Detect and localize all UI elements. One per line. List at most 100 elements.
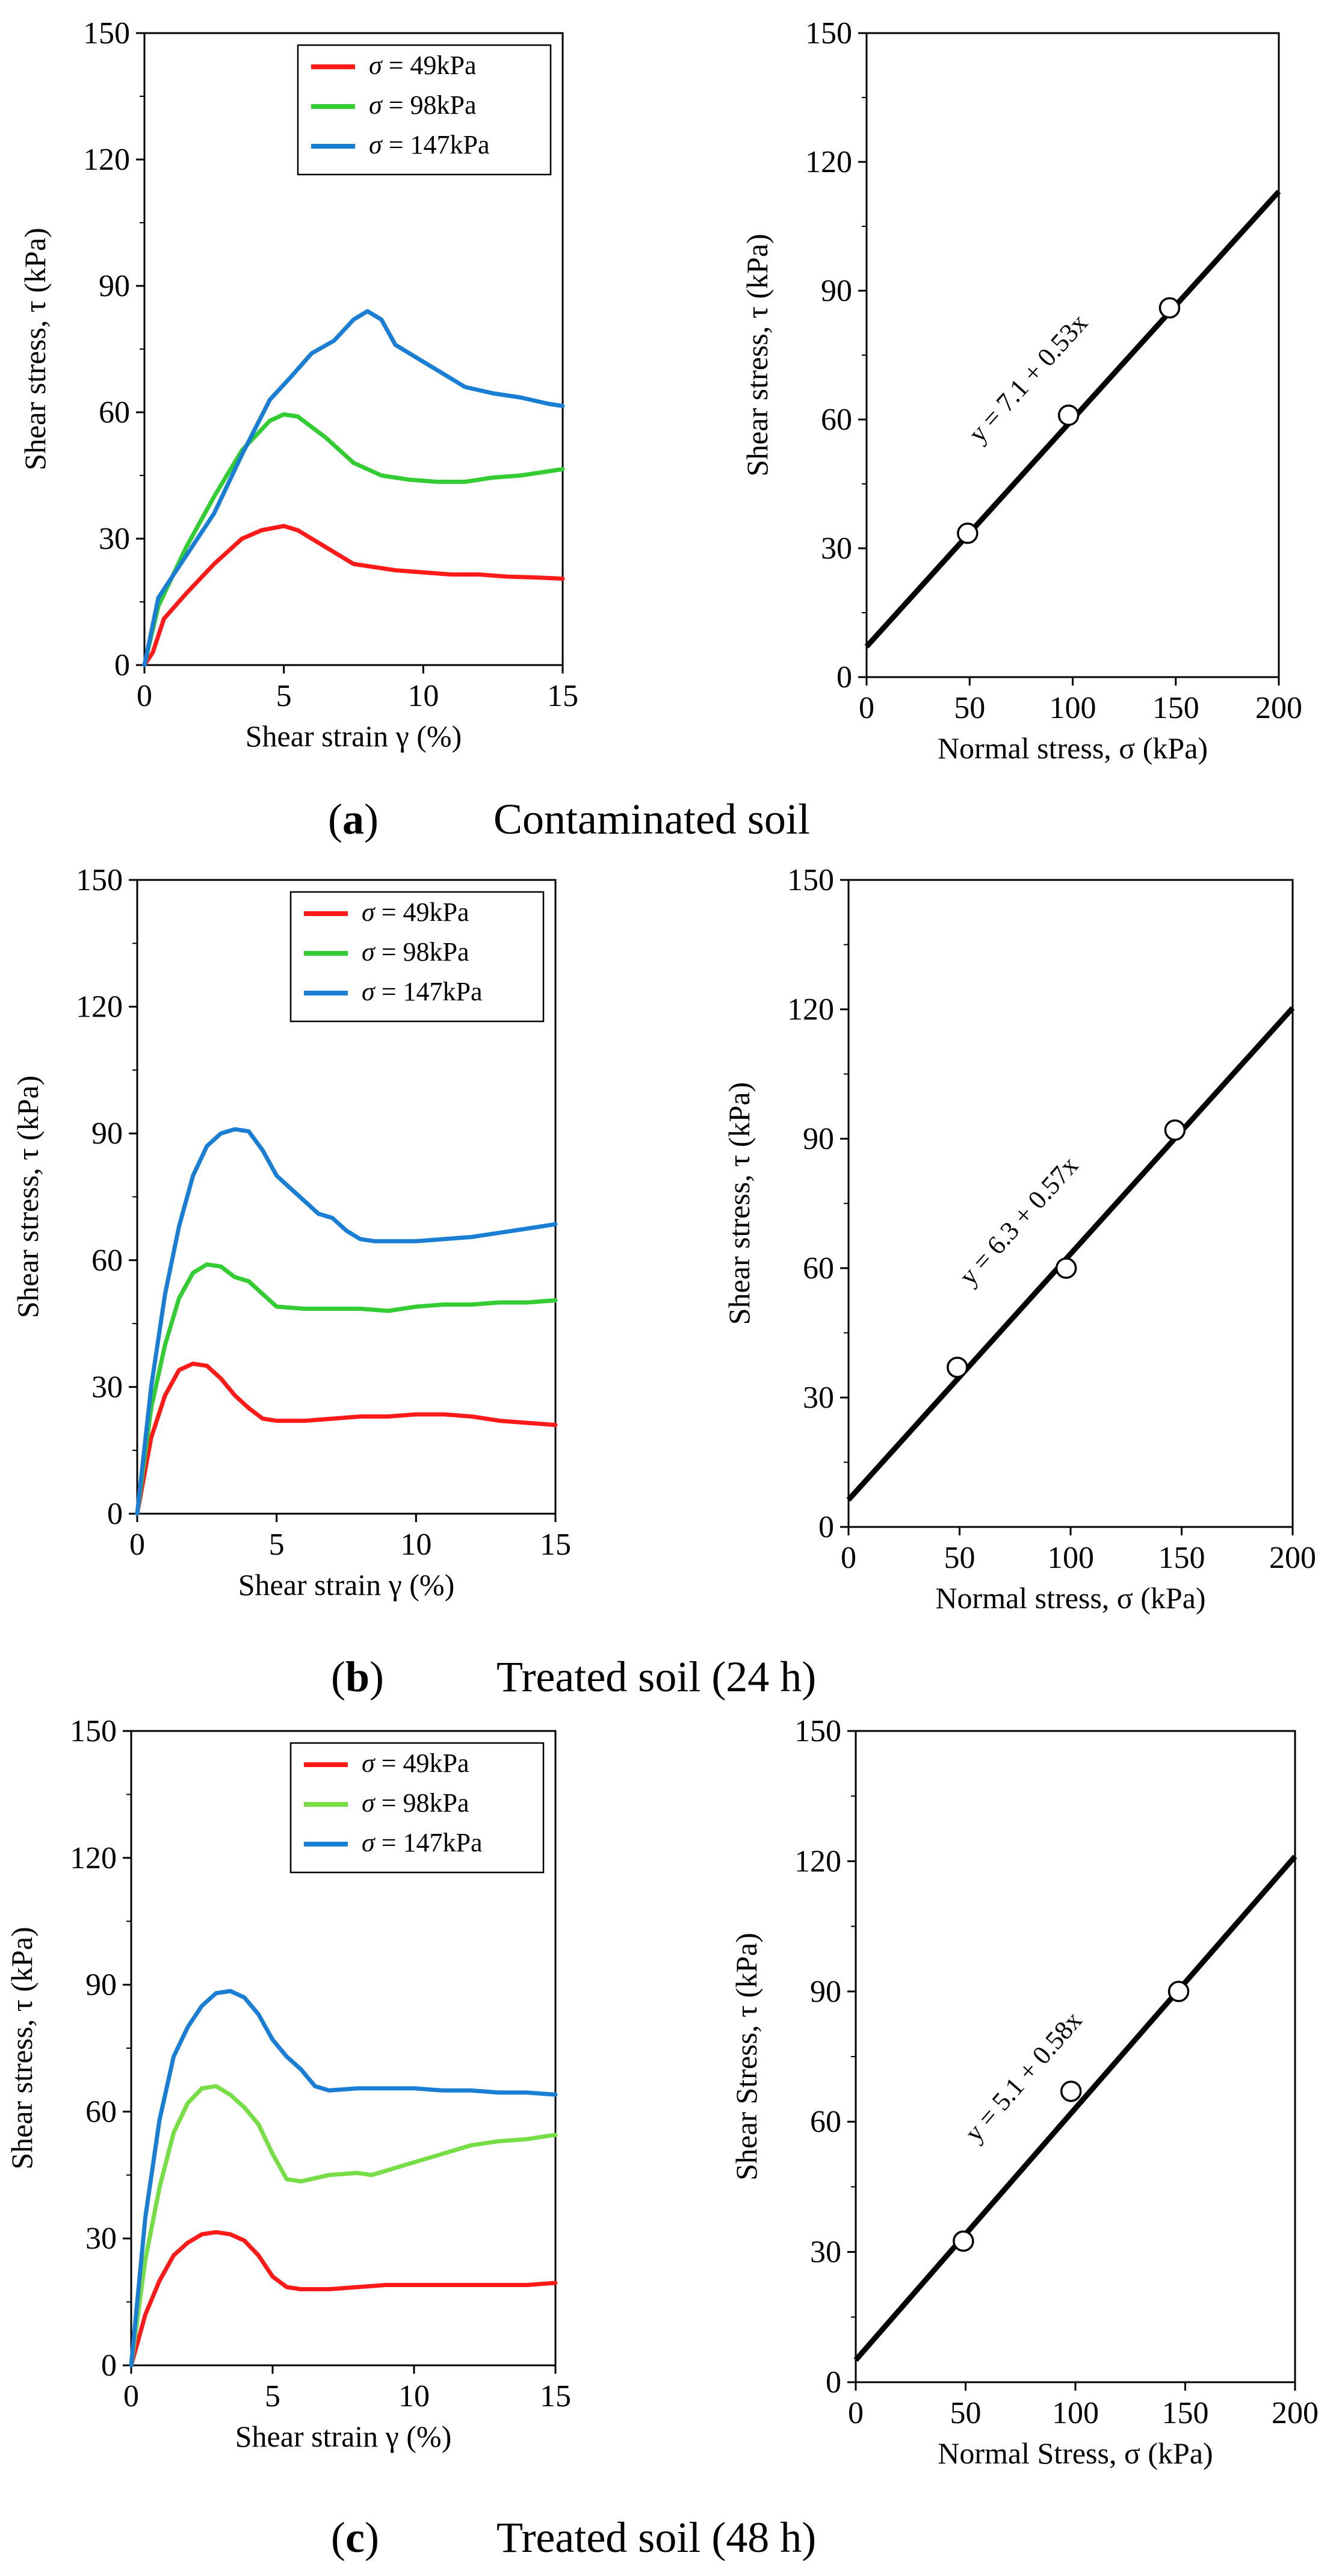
fit-line	[846, 1006, 1295, 1502]
data-point-2	[1158, 297, 1181, 319]
legend-label-0: σ = 49kPa	[362, 897, 469, 927]
legend-label-1: σ = 98kPa	[362, 1788, 469, 1818]
y-tick-label: 90	[91, 1116, 123, 1151]
legend-value: = 147kPa	[375, 1828, 483, 1857]
legend-sigma: σ	[362, 977, 376, 1006]
legend-label-2: σ = 147kPa	[369, 130, 490, 159]
y-axis-title: Shear stress, τ (kPa)	[740, 234, 774, 476]
series-line-2	[129, 1989, 558, 2368]
series-line-1	[129, 2084, 558, 2368]
legend-value: = 98kPa	[375, 1788, 469, 1818]
series-line-1	[135, 1262, 558, 1516]
chart-a-left: 0 30 60 90 120 150 0 5 10 15 Shear strain γ (%) She…	[18, 16, 578, 753]
x-tick-label: 0	[841, 1541, 856, 1575]
caption-a-letter: a	[342, 795, 364, 843]
y-axis-title: Shear stress, τ (kPa)	[722, 1082, 756, 1325]
y-tick-label: 60	[803, 1251, 834, 1286]
x-tick-label: 50	[950, 2396, 982, 2430]
x-tick-label: 50	[954, 691, 985, 725]
series-line-2	[142, 309, 565, 667]
legend-value: = 49kPa	[375, 897, 469, 927]
y-tick-label: 120	[794, 1844, 841, 1878]
y-tick-label: 150	[70, 1714, 117, 1748]
y-tick-label: 30	[810, 2235, 841, 2270]
y-tick-label: 120	[76, 990, 123, 1024]
fit-line	[853, 1854, 1297, 2362]
legend-value: = 98kPa	[382, 90, 477, 120]
y-tick-label: 0	[107, 1497, 123, 1531]
x-axis-title: Shear strain γ (%)	[246, 719, 462, 753]
x-axis-title: Shear strain γ (%)	[235, 2420, 451, 2453]
series-line-0	[135, 1361, 558, 1516]
legend-sigma: σ	[362, 897, 376, 927]
y-tick-label: 60	[99, 395, 130, 430]
y-tick-label: 150	[805, 16, 852, 51]
x-tick-label: 150	[1152, 691, 1199, 725]
y-tick-label: 120	[70, 1841, 117, 1875]
x-tick-label: 50	[944, 1541, 976, 1575]
legend-sigma: σ	[362, 1788, 376, 1818]
x-axis-title: Normal Stress, σ (kPa)	[938, 2436, 1213, 2470]
series-line-2	[135, 1127, 558, 1516]
legend-sigma: σ	[362, 1828, 376, 1857]
x-tick-label: 0	[859, 691, 874, 725]
captions-layer: (a) Contaminated soil (b) Treated soil (…	[328, 795, 816, 2562]
x-axis-title: Normal stress, σ (kPa)	[938, 731, 1208, 765]
y-tick-label: 30	[821, 531, 852, 566]
y-tick-label: 0	[836, 660, 852, 695]
chart-c-left: 0 30 60 90 120 150 0 5 10 15 Shear strain γ (%) She…	[5, 1714, 571, 2453]
y-tick-label: 150	[83, 16, 130, 51]
caption-a-text: Contaminated soil	[493, 795, 810, 843]
x-tick-label: 5	[265, 2379, 280, 2413]
data-point-0	[953, 2230, 974, 2252]
legend-value: = 147kPa	[382, 130, 490, 159]
x-tick-label: 5	[269, 1528, 285, 1562]
y-tick-label: 60	[821, 403, 852, 437]
y-tick-label: 60	[85, 2095, 117, 2129]
legend-value: = 49kPa	[382, 51, 477, 80]
legend-label-0: σ = 49kPa	[362, 1748, 469, 1778]
legend-label-1: σ = 98kPa	[362, 937, 469, 967]
caption-c: (c)	[331, 2513, 379, 2562]
y-tick-label: 90	[810, 1975, 841, 2009]
legend: σ = 49kPa σ = 98kPa σ = 147kPa	[289, 891, 545, 1023]
legend-label-0: σ = 49kPa	[369, 51, 477, 80]
x-axis-title: Shear strain γ (%)	[238, 1568, 454, 1602]
x-tick-label: 10	[400, 1528, 431, 1562]
y-tick-label: 90	[821, 274, 852, 308]
legend-value: = 147kPa	[375, 977, 483, 1006]
y-axis-title: Shear stress, τ (kPa)	[18, 228, 52, 470]
caption-c-text: Treated soil (48 h)	[496, 2513, 816, 2562]
y-tick-label: 120	[805, 145, 852, 179]
x-tick-label: 0	[129, 1528, 145, 1562]
y-tick-label: 0	[826, 2365, 841, 2400]
chart-b-left: 0 30 60 90 120 150 0 5 10 15 Shear strain γ (%) She…	[11, 863, 571, 1602]
y-tick-label: 30	[803, 1381, 834, 1415]
y-tick-label: 30	[99, 522, 130, 556]
data-point-1	[1057, 404, 1080, 426]
x-tick-label: 0	[123, 2379, 139, 2413]
legend-label-2: σ = 147kPa	[362, 977, 483, 1006]
series-line-0	[129, 2230, 558, 2368]
caption-c-letter: c	[345, 2513, 365, 2562]
y-tick-label: 150	[794, 1714, 841, 1748]
caption-b: (b)	[331, 1653, 384, 1701]
series-line-1	[142, 412, 565, 667]
x-tick-label: 200	[1272, 2396, 1319, 2430]
chart-c-right: 0 30 60 90 120 150 0 50 100 150 200 Normal Stress, …	[729, 1714, 1319, 2470]
caption-a: (a)	[328, 795, 379, 843]
y-axis-title: Shear stress, τ (kPa)	[11, 1076, 45, 1318]
legend-value: = 49kPa	[375, 1748, 469, 1778]
y-tick-label: 0	[818, 1510, 834, 1544]
y-tick-label: 0	[114, 648, 130, 683]
y-tick-label: 90	[85, 1968, 117, 2002]
y-tick-label: 120	[787, 992, 834, 1027]
x-tick-label: 15	[540, 2379, 571, 2413]
x-tick-label: 150	[1162, 2396, 1209, 2430]
y-axis-title: Shear Stress, τ (kPa)	[729, 1933, 763, 2181]
y-tick-label: 0	[101, 2348, 117, 2383]
y-tick-label: 90	[99, 269, 130, 303]
